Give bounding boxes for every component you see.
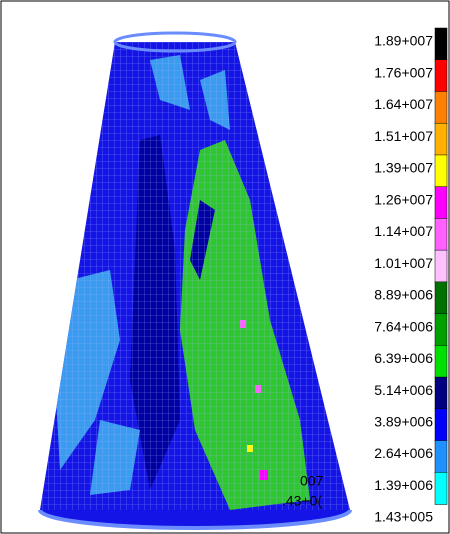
- color-band: [435, 345, 447, 377]
- legend-label: 5.14+006: [374, 382, 433, 398]
- legend-label: 1.39+006: [374, 477, 433, 493]
- legend-label: 1.51+007: [374, 128, 433, 144]
- legend-label: 8.89+006: [374, 287, 433, 303]
- legend-label: 7.64+006: [374, 318, 433, 334]
- legend-label: 1.64+007: [374, 96, 433, 112]
- color-band: [435, 409, 447, 441]
- color-band: [435, 28, 447, 60]
- color-band: [435, 472, 447, 504]
- annotation: 007: [300, 473, 324, 489]
- legend-label: 1.26+007: [374, 191, 433, 207]
- color-band: [435, 377, 447, 409]
- legend-label: 1.89+007: [374, 33, 433, 49]
- color-band: [435, 187, 447, 219]
- legend-label: 1.39+007: [374, 160, 433, 176]
- color-band: [435, 441, 447, 473]
- legend-label: 6.39+006: [374, 350, 433, 366]
- color-band: [435, 91, 447, 123]
- color-band: [435, 282, 447, 314]
- screen: 1.89+007 1.76+007 1.64+007 1.51+007 1.39+007…: [0, 0, 450, 534]
- legend-label: 1.76+007: [374, 64, 433, 80]
- color-band: [435, 123, 447, 155]
- legend-label: 2.64+006: [374, 445, 433, 461]
- color-band: [435, 60, 447, 92]
- legend-label: 3.89+006: [374, 414, 433, 430]
- annotation: .43+0(: [282, 493, 322, 509]
- legend-label: 1.14+007: [374, 223, 433, 239]
- legend-label: 1.43+005: [374, 509, 433, 525]
- color-band: [435, 218, 447, 250]
- color-band: [435, 314, 447, 346]
- color-band: [435, 250, 447, 282]
- color-band: [435, 155, 447, 187]
- legend-label: 1.01+007: [374, 255, 433, 271]
